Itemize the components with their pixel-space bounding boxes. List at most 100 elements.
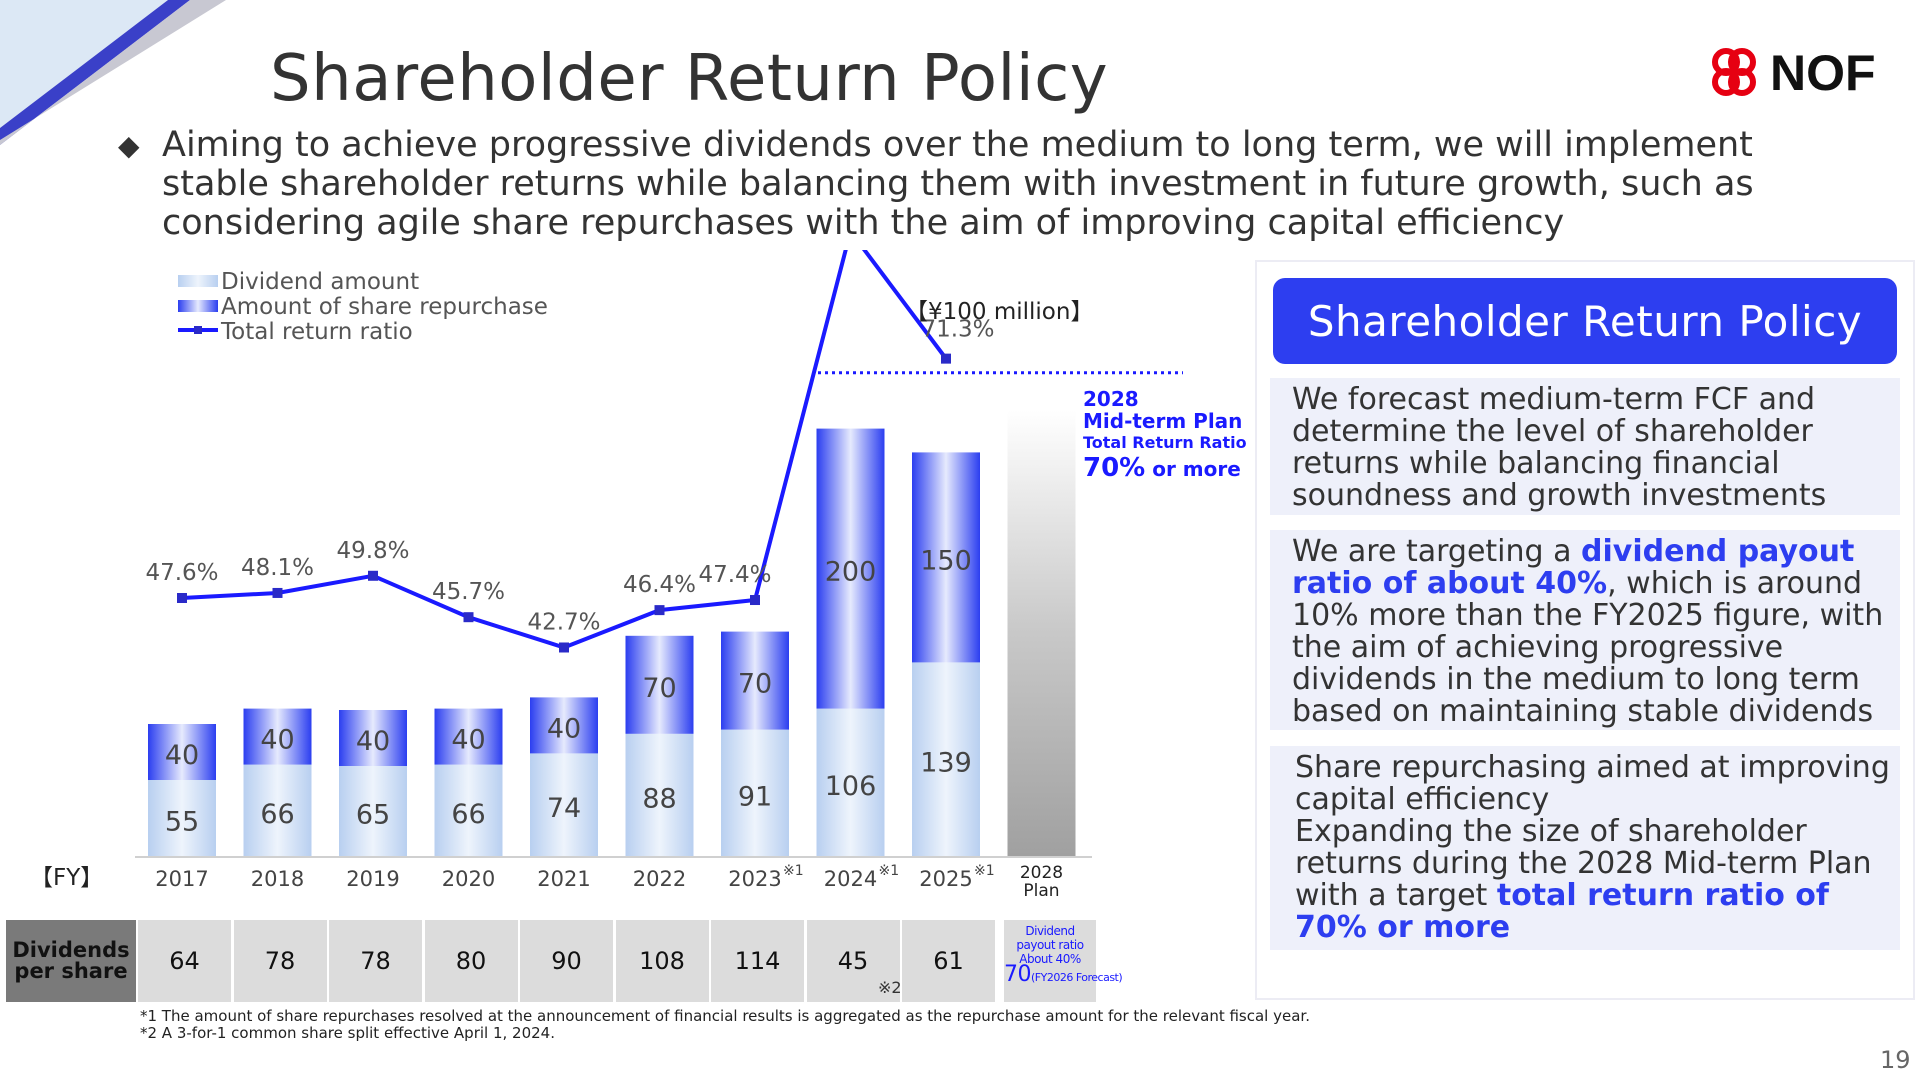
bar-dividend-2021 <box>530 753 598 857</box>
bar-dividend-2018 <box>243 764 312 857</box>
dps-plan-cell: Dividend payout ratio About 40% 70(FY202… <box>1004 920 1123 1002</box>
data-labels: 55 40 66 40 65 40 66 40 74 40 88 70 91 70 106 200 139 150… <box>145 317 994 838</box>
dps-plan-note: (FY2026 Forecast) <box>1031 971 1123 984</box>
policy-dividend-post: , which is around 10% more than the FY20… <box>1292 566 1884 729</box>
dps-cell-2020: 80 <box>424 920 518 1002</box>
dps-cell-2023: 114 <box>711 920 804 1002</box>
tick-label-2018: 2018 <box>251 867 304 891</box>
bar-dividend-2025 <box>912 662 980 857</box>
bar-dividend-2017 <box>148 780 216 857</box>
bar-repurchase-2025 <box>912 452 980 663</box>
unit-label: 【¥100 million】 <box>905 299 1094 325</box>
policy-item-repurchase: Share repurchasing aimed at improving ca… <box>1270 746 1900 950</box>
split-note-mark: ※2 <box>878 978 902 997</box>
label-dividend-2025: 139 <box>920 748 972 779</box>
footnotes: *1 The amount of share repurchases resol… <box>140 1008 1310 1042</box>
policy-dividend-highlight: dividend payout ratio of about 40% <box>1292 534 1855 601</box>
page-title: Shareholder Return Policy <box>270 42 1109 116</box>
label-dividend-2019: 65 <box>356 800 390 831</box>
target-line1: 2028 <box>1083 387 1139 411</box>
dps-header-line1: Dividends <box>12 938 130 962</box>
dps-cell-2018: 78 <box>233 920 327 1002</box>
policy-dividend-pre: We are targeting a <box>1292 534 1582 569</box>
bar-dividend-2023 <box>721 729 789 857</box>
target-value: 70% <box>1083 453 1146 483</box>
ratio-label-2023: 47.4% <box>698 562 771 588</box>
legend-swatch-repurchase <box>178 300 218 312</box>
tick-label-plan: Plan <box>1023 881 1059 900</box>
dps-cell-2025: 61 <box>902 920 995 1002</box>
legend-label-repurchase: Amount of share repurchase <box>221 294 548 320</box>
tick-mark-2023: ※1 <box>783 863 804 879</box>
dps-header: Dividends per share <box>6 920 136 1002</box>
dps-cell-2017: 64 <box>138 920 231 1002</box>
ratio-point-2017 <box>177 593 187 603</box>
dps-plan-line3: About 40% <box>1019 952 1081 966</box>
label-dividend-2018: 66 <box>260 799 294 830</box>
dps-plan-line2: payout ratio <box>1016 938 1084 952</box>
label-repurchase-2017: 40 <box>165 740 199 771</box>
tick-mark-2025: ※1 <box>974 863 995 879</box>
policy-repurchase-line2: Expanding the size of shareholder return… <box>1295 816 1890 944</box>
dps-cell-2021: 90 <box>520 920 613 1002</box>
ratio-point-2025 <box>941 353 951 364</box>
tick-label-2028: 2028 <box>1020 863 1063 883</box>
dps-cell-2019: 78 <box>329 920 422 1002</box>
policy-repurchase-line1: Share repurchasing aimed at improving ca… <box>1295 750 1890 817</box>
bullet-icon: ◆ <box>118 129 140 162</box>
label-repurchase-2021: 40 <box>547 713 581 744</box>
fy-label: 【FY】 <box>30 865 104 891</box>
corner-decoration <box>0 0 226 145</box>
target-annotation: 2028 Mid-term Plan Total Return Ratio 70… <box>1083 387 1247 483</box>
tick-label-2022: 2022 <box>633 867 686 891</box>
bar-repurchase-2020 <box>434 708 503 765</box>
label-repurchase-2019: 40 <box>356 726 390 757</box>
label-dividend-2017: 55 <box>165 807 199 838</box>
legend-marker-ratio <box>194 326 202 334</box>
tick-label-2019: 2019 <box>346 867 399 891</box>
label-repurchase-2020: 40 <box>451 725 485 756</box>
ratio-label-2025: 71.3% <box>921 317 994 343</box>
ratio-label-2017: 47.6% <box>145 560 218 586</box>
page-number: 19 <box>1880 1046 1911 1074</box>
ratio-line <box>177 250 951 653</box>
tick-label-2024: 2024 <box>824 867 877 891</box>
label-repurchase-2024: 200 <box>825 557 877 588</box>
legend-label-ratio: Total return ratio <box>220 319 413 345</box>
dps-cell-2024: 45 <box>806 920 900 1002</box>
ratio-point-2019 <box>368 570 378 581</box>
bar-repurchase-2024 <box>816 428 885 709</box>
bar-dividend-2022 <box>625 733 694 857</box>
ratio-point-2018 <box>272 587 283 598</box>
bar-repurchase-2019 <box>339 710 407 766</box>
target-line2: Mid-term Plan <box>1083 409 1243 433</box>
legend-swatch-dividend <box>178 275 218 287</box>
ratio-label-2020: 45.7% <box>432 579 505 605</box>
footnote-1: *1 The amount of share repurchases resol… <box>140 1007 1310 1025</box>
label-repurchase-2025: 150 <box>920 545 972 576</box>
bar-dividend-2019 <box>339 766 407 857</box>
bar-repurchase-2017 <box>148 724 216 780</box>
policy-item-dividend: We are targeting a dividend payout ratio… <box>1270 530 1900 730</box>
target-line3: Total Return Ratio <box>1083 433 1247 452</box>
dps-cell-2022: 108 <box>615 920 709 1002</box>
policy-panel-title: Shareholder Return Policy <box>1273 278 1897 364</box>
dps-plan-line1: Dividend <box>1025 924 1075 938</box>
label-dividend-2020: 66 <box>451 799 485 830</box>
label-dividend-2022: 88 <box>642 783 676 814</box>
intro-text: Aiming to achieve progressive dividends … <box>162 125 1754 243</box>
label-repurchase-2023: 70 <box>738 669 772 700</box>
company-logo: NOF <box>1706 42 1886 104</box>
logo-text: NOF <box>1770 45 1876 101</box>
tick-label-2025: 2025 <box>919 867 972 891</box>
tick-label-2021: 2021 <box>537 867 590 891</box>
bar-dividend-2020 <box>434 764 503 857</box>
policy-repurchase-pre: Expanding the size of shareholder return… <box>1295 814 1872 913</box>
tick-mark-2024: ※1 <box>879 863 900 879</box>
bar-repurchase-2022 <box>625 635 694 734</box>
nof-logo-icon <box>1712 48 1756 96</box>
ratio-point-2020 <box>463 612 474 623</box>
ratio-point-2023 <box>750 595 760 606</box>
legend-label-dividend: Dividend amount <box>221 269 419 295</box>
ratio-point-2021 <box>559 642 569 653</box>
